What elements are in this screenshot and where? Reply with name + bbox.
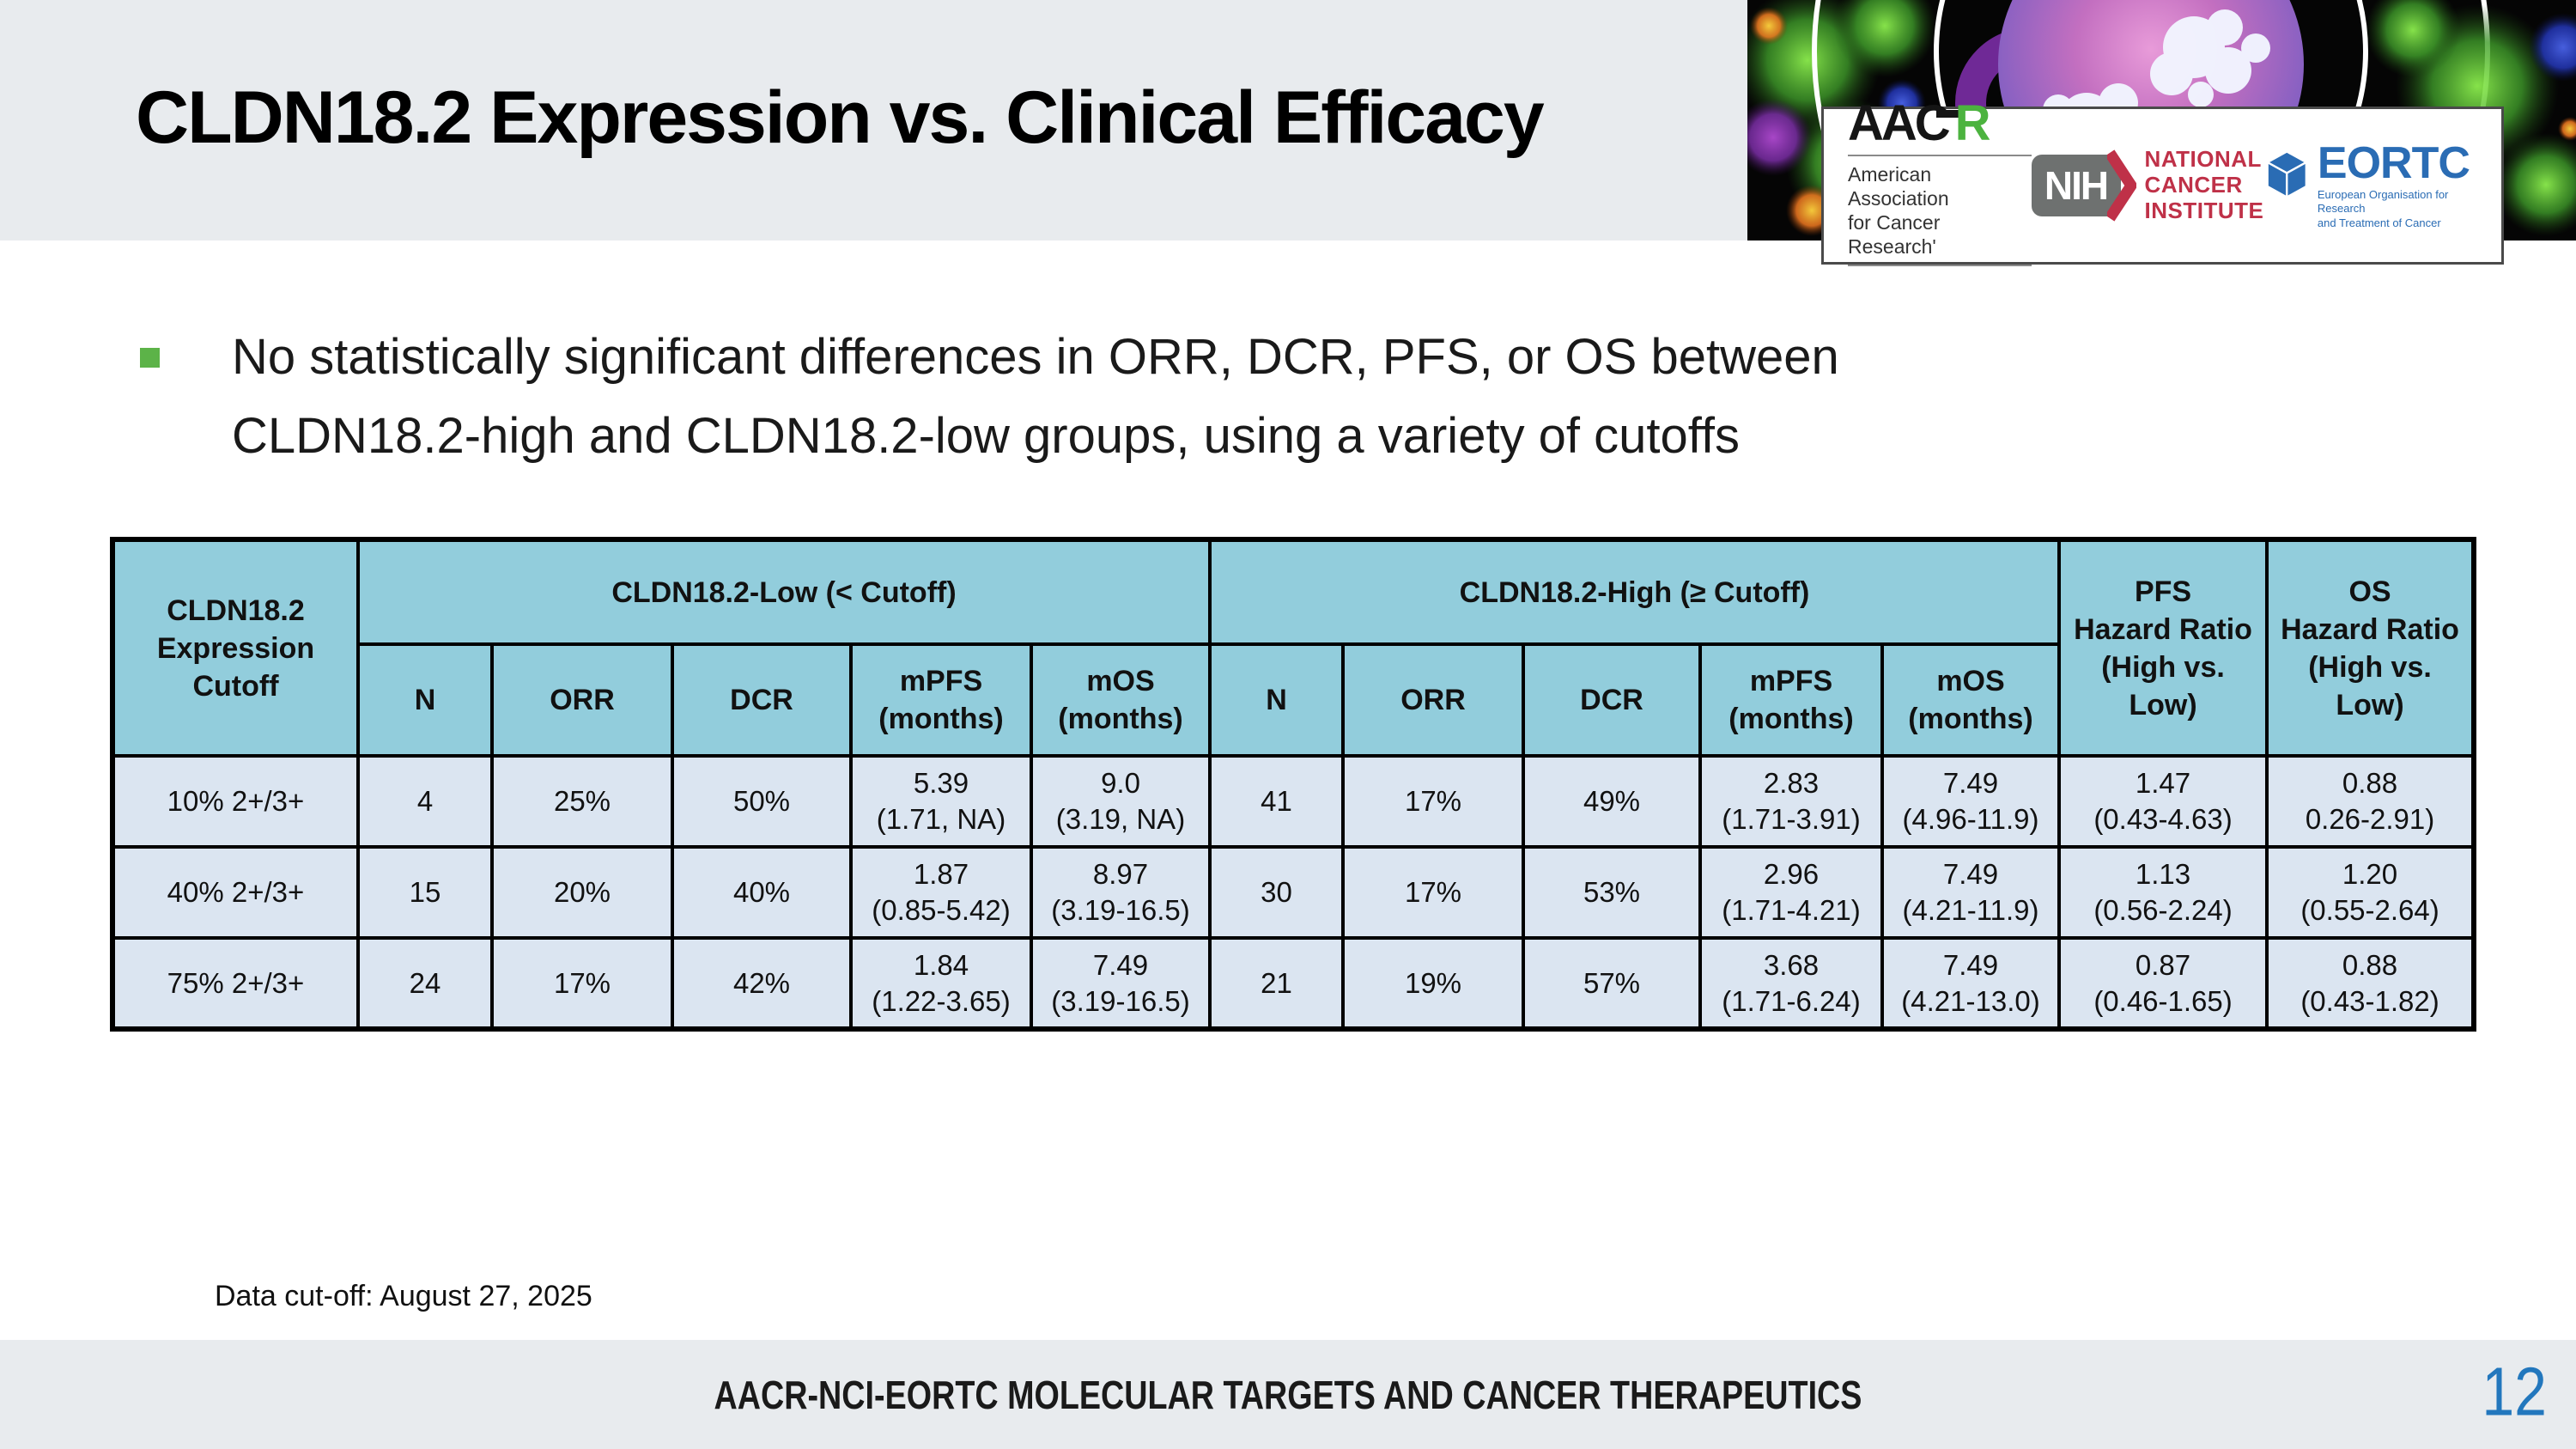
value-cell: 7.49 (4.21-11.9) <box>1880 845 2062 940</box>
value-cell: 25% <box>490 754 674 849</box>
group-header-low: CLDN18.2-Low (< Cutoff) <box>356 538 1212 646</box>
subheader-dcr-high: DCR <box>1522 642 1702 758</box>
nih-badge: NIH <box>2031 154 2121 216</box>
corner-header: CLDN18.2 Expression Cutoff <box>111 538 360 758</box>
pfs-hazard-ratio-header: PFS Hazard Ratio (High vs. Low) <box>2057 538 2269 758</box>
value-cell: 20% <box>490 845 674 940</box>
eortc-subtitle: European Organisation for Research and T… <box>2318 188 2477 230</box>
subheader-mpfs-high: mPFS (months) <box>1698 642 1884 758</box>
table-header: CLDN18.2 Expression Cutoff CLDN18.2-Low … <box>111 538 2476 758</box>
value-cell: 1.13 (0.56-2.24) <box>2057 845 2269 940</box>
value-cell: 49% <box>1522 754 1702 849</box>
aacr-divider-bottom <box>1848 265 2032 267</box>
nci-line3: INSTITUTE <box>2144 197 2264 223</box>
cutoff-cell: 10% 2+/3+ <box>111 754 360 849</box>
bullet-marker <box>140 348 160 368</box>
subheader-n-high: N <box>1208 642 1345 758</box>
value-cell: 42% <box>671 936 853 1031</box>
bullet-text-line1: No statistically significant differences… <box>232 329 1839 385</box>
value-cell: 40% <box>671 845 853 940</box>
aacr-word-black: AAC <box>1848 94 1951 151</box>
nih-chevron-icon <box>2106 149 2136 222</box>
organization-logo-box: AAC R American Association for Cancer Res… <box>1821 98 2504 267</box>
os-hazard-ratio-header: OS Hazard Ratio (High vs. Low) <box>2265 538 2476 758</box>
value-cell: 15 <box>356 845 494 940</box>
table-row: 75% 2+/3+ 24 17% 42% 1.84 (1.22-3.65) 7.49 (3… <box>111 936 2476 1031</box>
aacr-word-green: R <box>1954 94 1991 151</box>
table-body: 10% 2+/3+ 4 25% 50% 5.39 (1.71, NA) 9.0 (3.19… <box>111 754 2476 1031</box>
aacr-subtitle-line1: American Association <box>1848 162 1949 210</box>
subheader-orr-low: ORR <box>490 642 674 758</box>
value-cell: 0.88 (0.43-1.82) <box>2265 936 2476 1031</box>
value-cell: 17% <box>490 936 674 1031</box>
value-cell: 1.84 (1.22-3.65) <box>849 936 1033 1031</box>
page-number: 12 <box>2482 1352 2547 1429</box>
eortc-logo: EORTC European Organisation for Research… <box>2263 141 2477 230</box>
value-cell: 41 <box>1208 754 1345 849</box>
value-cell: 53% <box>1522 845 1702 940</box>
data-cutoff-note: Data cut-off: August 27, 2025 <box>215 1280 592 1312</box>
value-cell: 7.49 (3.19-16.5) <box>1030 936 1212 1031</box>
table-row: 10% 2+/3+ 4 25% 50% 5.39 (1.71, NA) 9.0 (3.19… <box>111 754 2476 849</box>
nci-wordmark: NATIONAL CANCER INSTITUTE <box>2144 146 2264 224</box>
subheader-n-low: N <box>356 642 494 758</box>
aacr-subtitle: American Association for Cancer Research… <box>1848 162 2032 259</box>
value-cell: 3.68 (1.71-6.24) <box>1698 936 1884 1031</box>
value-cell: 21 <box>1208 936 1345 1031</box>
cutoff-cell: 75% 2+/3+ <box>111 936 360 1031</box>
value-cell: 0.88 0.26-2.91) <box>2265 754 2476 849</box>
value-cell: 1.20 (0.55-2.64) <box>2265 845 2476 940</box>
aacr-logo: AAC R American Association for Cancer Res… <box>1848 98 2032 272</box>
value-cell: 17% <box>1341 845 1525 940</box>
page-title: CLDN18.2 Expression vs. Clinical Efficac… <box>136 76 1545 159</box>
subheader-mpfs-low: mPFS (months) <box>849 642 1033 758</box>
eortc-subtitle-line1: European Organisation for Research <box>2317 188 2449 216</box>
value-cell: 8.97 (3.19-16.5) <box>1030 845 1212 940</box>
subheader-mos-high: mOS (months) <box>1880 642 2062 758</box>
value-cell: 9.0 (3.19, NA) <box>1030 754 1212 849</box>
value-cell: 7.49 (4.96-11.9) <box>1880 754 2062 849</box>
subheader-orr-high: ORR <box>1341 642 1525 758</box>
value-cell: 7.49 (4.21-13.0) <box>1880 936 2062 1031</box>
aacr-subtitle-line2: for Cancer Research' <box>1848 211 1941 259</box>
value-cell: 17% <box>1341 754 1525 849</box>
cutoff-cell: 40% 2+/3+ <box>111 845 360 940</box>
nci-line2: CANCER <box>2144 172 2243 198</box>
value-cell: 30 <box>1208 845 1345 940</box>
aacr-wordmark: AAC R <box>1848 98 2032 149</box>
footer-band: AACR-NCI-EORTC MOLECULAR TARGETS AND CAN… <box>0 1340 2576 1449</box>
value-cell: 1.47 (0.43-4.63) <box>2057 754 2269 849</box>
value-cell: 4 <box>356 754 494 849</box>
subheader-dcr-low: DCR <box>671 642 853 758</box>
value-cell: 0.87 (0.46-1.65) <box>2057 936 2269 1031</box>
efficacy-table-container: CLDN18.2 Expression Cutoff CLDN18.2-Low … <box>110 537 2477 1032</box>
aacr-divider-top <box>1848 154 2032 156</box>
nih-acronym: NIH <box>2044 162 2109 208</box>
eortc-cube-icon <box>2265 150 2309 199</box>
value-cell: 1.87 (0.85-5.42) <box>849 845 1033 940</box>
value-cell: 19% <box>1341 936 1525 1031</box>
subheader-mos-low: mOS (months) <box>1030 642 1212 758</box>
nci-line1: NATIONAL <box>2144 146 2262 173</box>
value-cell: 5.39 (1.71, NA) <box>849 754 1033 849</box>
value-cell: 2.96 (1.71-4.21) <box>1698 845 1884 940</box>
value-cell: 50% <box>671 754 853 849</box>
group-header-high: CLDN18.2-High (≥ Cutoff) <box>1207 538 2062 646</box>
bullet-text-line2: CLDN18.2-high and CLDN18.2-low groups, u… <box>232 408 1740 464</box>
eortc-subtitle-line2: and Treatment of Cancer <box>2317 216 2441 229</box>
eortc-wordmark: EORTC <box>2317 138 2470 189</box>
nih-nci-logo: NIH NATIONAL CANCER INSTITUTE <box>2031 146 2264 224</box>
table-row: 40% 2+/3+ 15 20% 40% 1.87 (0.85-5.42) 8.97 (3… <box>111 845 2476 940</box>
bullet-item: No statistically significant differences… <box>140 318 2338 476</box>
value-cell: 57% <box>1522 936 1702 1031</box>
footer-title: AACR-NCI-EORTC MOLECULAR TARGETS AND CAN… <box>714 1372 1862 1417</box>
aacr-crossbar <box>1935 109 1962 118</box>
value-cell: 24 <box>356 936 494 1031</box>
bullet-text: No statistically significant differences… <box>232 318 2338 476</box>
efficacy-table: CLDN18.2 Expression Cutoff CLDN18.2-Low … <box>110 537 2477 1032</box>
value-cell: 2.83 (1.71-3.91) <box>1698 754 1884 849</box>
